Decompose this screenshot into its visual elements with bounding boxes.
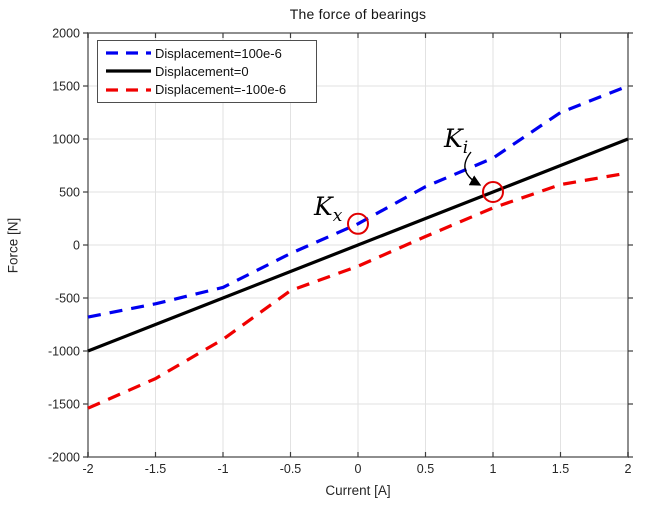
series-line-0 — [87, 84, 629, 319]
legend-line-sample — [106, 51, 151, 55]
legend: Displacement=100e-6 Displacement=0 Displac… — [97, 40, 317, 103]
y-tick-label: 0 — [73, 239, 80, 253]
y-tick-label: -1000 — [48, 345, 80, 359]
x-tick-label: 2 — [625, 462, 632, 476]
series-line-1 — [87, 137, 629, 353]
annotation-label-i: Ki — [443, 124, 468, 158]
annotation-label-x: Kx — [313, 192, 343, 226]
legend-item-1: Displacement=0 — [105, 62, 312, 80]
x-tick-label: 1.5 — [552, 462, 569, 476]
annotation-circle-i — [482, 181, 504, 203]
y-axis-label: Force [N] — [5, 217, 21, 274]
y-tick-label: -1500 — [48, 398, 80, 412]
x-tick-label: 0 — [355, 462, 362, 476]
x-tick-label: 1 — [490, 462, 497, 476]
chart-title: The force of bearings — [289, 6, 427, 22]
x-tick-label: -2 — [82, 462, 93, 476]
legend-item-0: Displacement=100e-6 — [105, 44, 312, 62]
y-tick-label: 500 — [59, 186, 80, 200]
annotation-circle-x — [347, 212, 369, 235]
x-tick-label: -1 — [217, 462, 228, 476]
x-tick-label: -0.5 — [280, 462, 302, 476]
x-tick-label: -1.5 — [145, 462, 167, 476]
legend-line-sample — [106, 69, 151, 74]
y-tick-label: 2000 — [52, 27, 80, 41]
series-line-2 — [87, 171, 629, 410]
y-tick-label: -2000 — [48, 451, 80, 465]
x-axis-label: Current [A] — [325, 483, 391, 498]
y-tick-label: 1000 — [52, 133, 80, 147]
y-tick-label: -500 — [55, 292, 80, 306]
legend-line-sample — [106, 88, 151, 92]
x-tick-label: 0.5 — [417, 462, 434, 476]
legend-label: Displacement=0 — [155, 63, 249, 79]
legend-label: Displacement=-100e-6 — [155, 82, 287, 98]
legend-label: Displacement=100e-6 — [155, 45, 282, 61]
y-tick-label: 1500 — [52, 80, 80, 94]
annotation-arrow — [464, 151, 482, 186]
legend-item-2: Displacement=-100e-6 — [105, 81, 312, 99]
